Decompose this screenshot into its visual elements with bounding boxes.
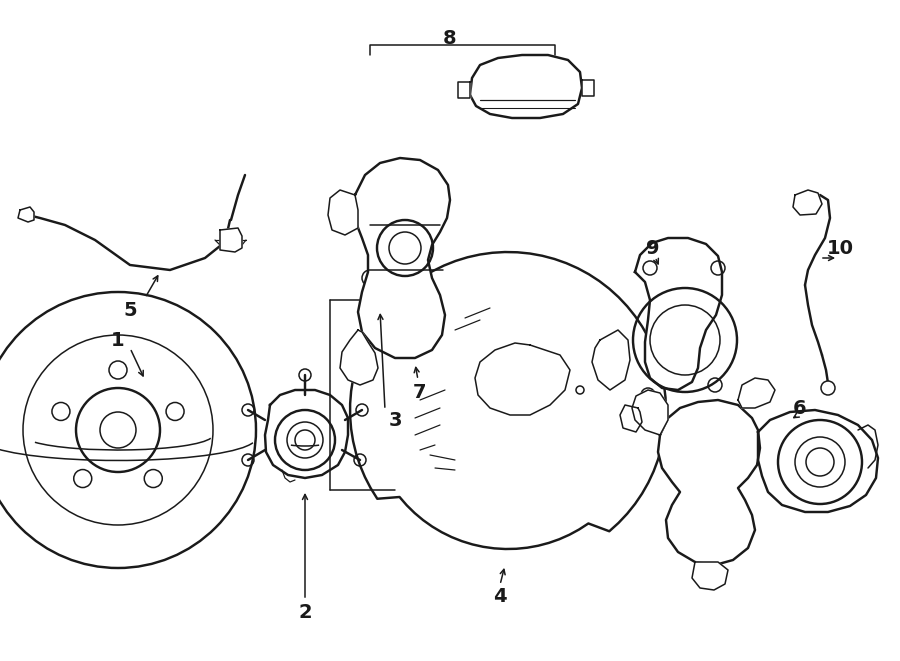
Polygon shape <box>793 190 822 215</box>
Text: 10: 10 <box>826 239 853 258</box>
Polygon shape <box>758 410 878 512</box>
Polygon shape <box>692 562 728 590</box>
Text: 4: 4 <box>493 588 507 607</box>
Polygon shape <box>328 190 358 235</box>
Text: 2: 2 <box>298 602 311 621</box>
Polygon shape <box>353 158 450 358</box>
Polygon shape <box>265 390 348 478</box>
Polygon shape <box>18 207 34 222</box>
Polygon shape <box>350 252 666 549</box>
Polygon shape <box>458 82 470 98</box>
Text: 8: 8 <box>443 28 457 48</box>
Polygon shape <box>475 343 570 415</box>
Text: 7: 7 <box>413 383 427 401</box>
Polygon shape <box>340 330 378 385</box>
Polygon shape <box>632 390 668 435</box>
Polygon shape <box>738 378 775 408</box>
Polygon shape <box>620 405 642 432</box>
Text: 6: 6 <box>793 399 806 418</box>
Circle shape <box>100 412 136 448</box>
Text: 9: 9 <box>646 239 660 258</box>
Text: 1: 1 <box>112 330 125 350</box>
Circle shape <box>821 381 835 395</box>
Polygon shape <box>658 400 760 565</box>
Text: 5: 5 <box>123 301 137 319</box>
Polygon shape <box>582 80 594 96</box>
Polygon shape <box>220 228 242 252</box>
Polygon shape <box>635 238 722 390</box>
Polygon shape <box>470 55 582 118</box>
Text: 3: 3 <box>388 410 401 430</box>
Polygon shape <box>592 330 630 390</box>
